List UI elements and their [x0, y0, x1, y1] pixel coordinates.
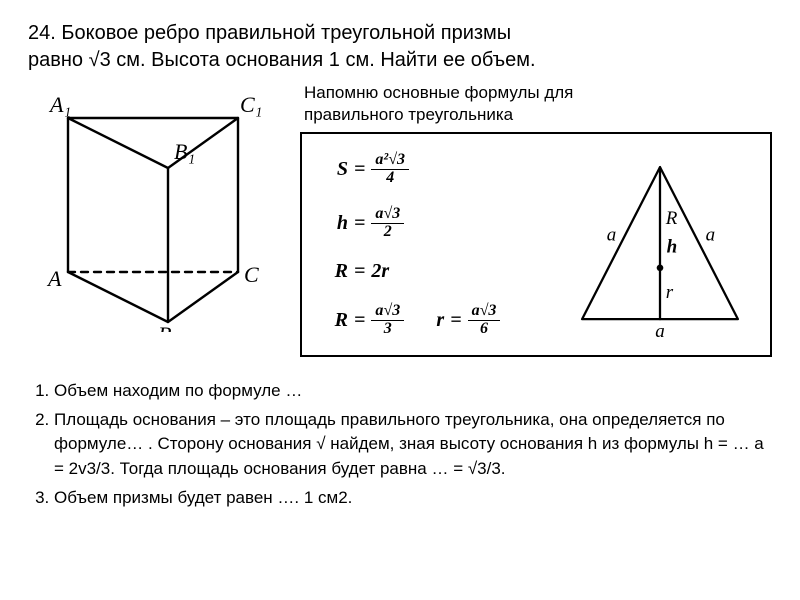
R-lhs: R [314, 309, 348, 332]
formula-r: r = a√3 6 [426, 303, 500, 338]
formula-h: h = a√3 2 [314, 206, 563, 241]
triangle-svg: a a a R h r [565, 145, 755, 345]
label-B: B [158, 322, 171, 332]
tri-a-right: a [706, 224, 716, 245]
r-den: 6 [476, 321, 492, 338]
prism-svg: A₁ C₁ B₁ A C B [28, 82, 288, 332]
solution-steps: Объем находим по формуле … Площадь основ… [28, 379, 772, 510]
label-A: A [46, 266, 62, 291]
S-num: a²√3 [371, 152, 409, 170]
r-num: a√3 [468, 303, 501, 321]
step-2: Площадь основания – это площадь правильн… [54, 408, 772, 482]
middle-row: A₁ C₁ B₁ A C B Напомню основные формулы … [28, 82, 772, 357]
tri-R: R [665, 208, 678, 229]
eq-sign: = [450, 309, 461, 332]
tri-a-bottom: a [656, 321, 666, 342]
triangle-figure: a a a R h r [563, 142, 758, 347]
right-column: Напомню основные формулы для правильного… [300, 82, 772, 357]
R2r-rhs: 2r [371, 260, 389, 283]
steps-list: Объем находим по формуле … Площадь основ… [28, 379, 772, 510]
step-3: Объем призмы будет равен …. 1 см2. [54, 486, 772, 511]
eq-sign: = [354, 309, 365, 332]
h-fraction: a√3 2 [371, 206, 404, 241]
tri-r: r [666, 282, 674, 303]
title-line-2: равно √3 см. Высота основания 1 см. Найт… [28, 47, 772, 74]
h-lhs: h [314, 212, 348, 235]
formula-R-r-row: R = a√3 3 r = a√3 6 [314, 303, 563, 338]
R2r-lhs: R [314, 260, 348, 283]
formula-column: S = a²√3 4 h = a√3 2 [314, 142, 563, 347]
title-line-1: 24. Боковое ребро правильной треугольной… [28, 20, 772, 47]
formula-R-2r: R = 2r [314, 260, 563, 283]
formula-box: S = a²√3 4 h = a√3 2 [300, 132, 772, 357]
S-den: 4 [382, 170, 398, 187]
prism-figure: A₁ C₁ B₁ A C B [28, 82, 288, 337]
eq-sign: = [354, 212, 365, 235]
eq-sign: = [354, 158, 365, 181]
reminder-line-2: правильного треугольника [304, 104, 772, 126]
label-C1: C₁ [240, 92, 262, 117]
tri-a-left: a [607, 224, 617, 245]
label-C: C [244, 262, 259, 287]
eq-sign: = [354, 260, 365, 283]
h-den: 2 [380, 224, 396, 241]
page: 24. Боковое ребро правильной треугольной… [0, 0, 800, 600]
label-A1: A₁ [48, 92, 71, 117]
problem-title: 24. Боковое ребро правильной треугольной… [28, 20, 772, 74]
S-fraction: a²√3 4 [371, 152, 409, 187]
step-1: Объем находим по формуле … [54, 379, 772, 404]
formula-S: S = a²√3 4 [314, 152, 563, 187]
label-B1: B₁ [174, 139, 195, 164]
h-num: a√3 [371, 206, 404, 224]
R-den: 3 [380, 321, 396, 338]
R-num: a√3 [371, 303, 404, 321]
r-lhs: r [426, 309, 444, 332]
reminder-line-1: Напомню основные формулы для [304, 82, 772, 104]
R-fraction: a√3 3 [371, 303, 404, 338]
reminder-text: Напомню основные формулы для правильного… [300, 82, 772, 126]
S-lhs: S [314, 158, 348, 181]
r-fraction: a√3 6 [468, 303, 501, 338]
formula-R: R = a√3 3 [314, 303, 404, 338]
tri-h: h [667, 236, 678, 257]
